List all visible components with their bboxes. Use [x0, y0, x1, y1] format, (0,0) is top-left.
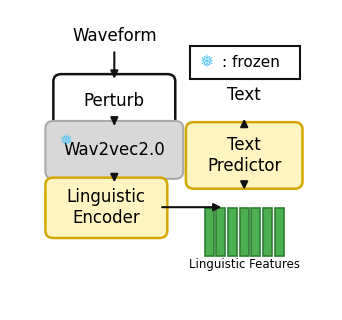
- FancyBboxPatch shape: [45, 121, 183, 179]
- Text: Perturb: Perturb: [84, 92, 145, 110]
- FancyBboxPatch shape: [186, 122, 303, 189]
- Text: ❅: ❅: [200, 53, 214, 71]
- FancyBboxPatch shape: [263, 208, 272, 256]
- FancyBboxPatch shape: [190, 46, 300, 79]
- Text: Text: Text: [227, 86, 261, 104]
- Text: Linguistic
Encoder: Linguistic Encoder: [67, 188, 146, 227]
- FancyBboxPatch shape: [216, 208, 225, 256]
- FancyBboxPatch shape: [53, 74, 175, 127]
- Text: Text
Predictor: Text Predictor: [207, 136, 281, 175]
- FancyBboxPatch shape: [251, 208, 260, 256]
- Text: ❅: ❅: [60, 133, 73, 148]
- FancyBboxPatch shape: [275, 208, 284, 256]
- FancyBboxPatch shape: [205, 208, 214, 256]
- Text: Waveform: Waveform: [72, 27, 157, 44]
- Text: Wav2vec2.0: Wav2vec2.0: [63, 141, 165, 159]
- FancyBboxPatch shape: [240, 208, 249, 256]
- Text: Linguistic Features: Linguistic Features: [189, 258, 300, 271]
- FancyBboxPatch shape: [45, 178, 167, 238]
- Text: : frozen: : frozen: [222, 55, 279, 70]
- FancyBboxPatch shape: [228, 208, 237, 256]
